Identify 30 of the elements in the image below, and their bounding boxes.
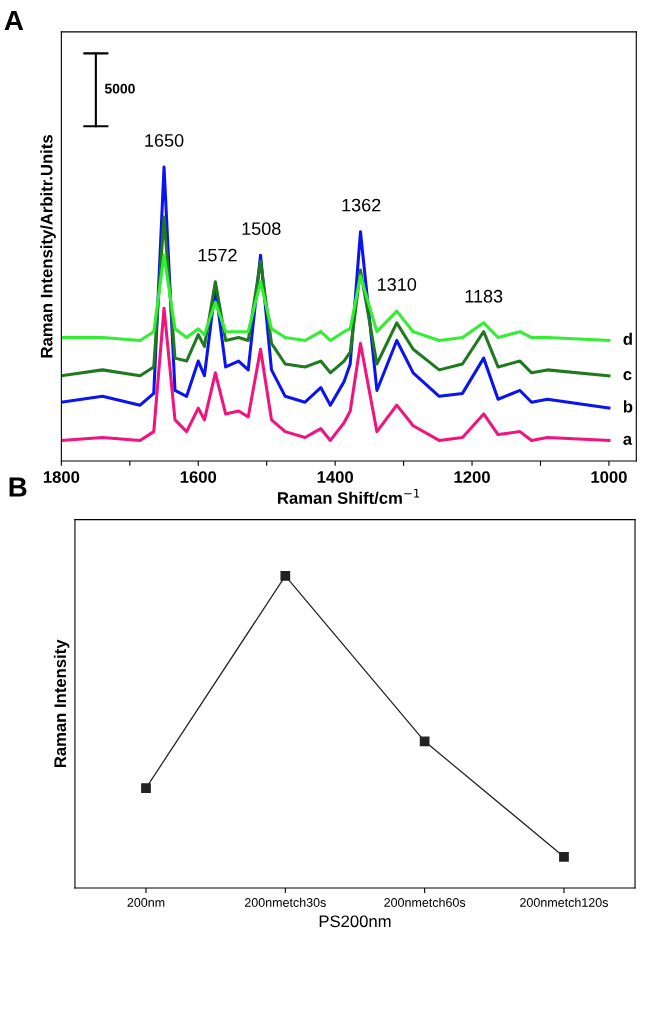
x-tick-label: 1800 (43, 471, 80, 483)
x-tick-label: 1000 (591, 471, 627, 483)
x-tick-label: 1600 (180, 471, 217, 483)
point (141, 783, 151, 793)
y-axis-title: Raman Intensity/Arbitr.Units (40, 135, 56, 358)
annotation: 1310 (378, 278, 417, 291)
chart-title: B (9, 477, 27, 497)
point (280, 570, 291, 581)
annotation: 1362 (342, 198, 381, 212)
y-axis-title: Raman Intensity (53, 639, 70, 768)
annotation: 1650 (145, 134, 184, 147)
series-label: b (623, 400, 633, 413)
series-label: c (623, 371, 632, 381)
text: 5000 (104, 83, 135, 94)
x-axis-title: Raman Shift/cm$^{−1}$ (278, 488, 420, 505)
point (559, 851, 569, 862)
series-label: a (623, 435, 633, 445)
series-label: d (623, 332, 632, 345)
x-tick-label: 1400 (317, 471, 354, 483)
annotation: 1508 (242, 222, 281, 236)
x-tick-label: 200nmetch60s (384, 897, 466, 907)
x-axis-title: PS200nm (319, 915, 391, 928)
chart-title: A (4, 10, 24, 30)
x-tick-label: 200nmetch120s (520, 897, 608, 907)
x-tick-label: 200nmetch30s (244, 897, 326, 907)
annotation: 1183 (465, 289, 503, 303)
annotation: 1572 (198, 248, 237, 262)
x-tick-label: 200nm (127, 898, 165, 907)
x-tick-label: 1200 (454, 471, 490, 483)
point (419, 736, 430, 747)
